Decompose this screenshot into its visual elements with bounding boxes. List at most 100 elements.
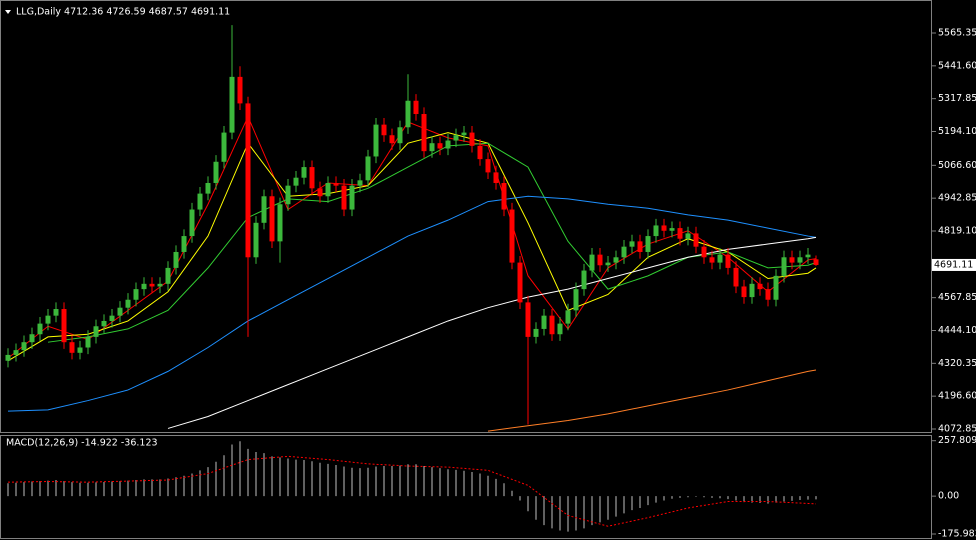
candle-body <box>205 183 211 194</box>
moving-average <box>7 132 817 362</box>
candle-body <box>685 233 691 239</box>
candle-body <box>613 257 619 263</box>
candle-body <box>237 76 243 104</box>
candle-body <box>37 323 43 335</box>
candle-body <box>165 267 171 284</box>
candle-body <box>413 100 419 115</box>
candle-body <box>749 283 755 298</box>
candle-body <box>693 233 699 247</box>
candle-body <box>669 228 675 231</box>
candle-body <box>285 185 291 205</box>
candle-body <box>549 315 555 335</box>
candle-body <box>429 143 435 152</box>
candle-body <box>485 159 491 173</box>
candle-body <box>117 307 123 316</box>
y-tick-label: 257.809 <box>938 435 976 446</box>
candle-body <box>725 254 731 268</box>
y-tick-label: 4320.35 <box>938 358 976 369</box>
candle-body <box>53 309 59 316</box>
y-tick-label: 4196.60 <box>938 391 976 402</box>
candle-body <box>733 267 739 287</box>
candle-body <box>85 336 91 348</box>
candle-body <box>445 140 451 149</box>
y-tick-label: 4819.10 <box>938 225 976 236</box>
moving-average <box>487 369 817 432</box>
candle-body <box>629 241 635 247</box>
candle-body <box>61 309 67 343</box>
candle-body <box>261 196 267 223</box>
candle-body <box>357 180 363 186</box>
candle-body <box>525 302 531 337</box>
candle-body <box>557 323 563 335</box>
candle-body <box>381 124 387 136</box>
candle-body <box>397 127 403 144</box>
moving-average <box>7 115 817 359</box>
moving-average <box>7 195 817 412</box>
candle-body <box>349 185 355 210</box>
candle-body <box>197 193 203 210</box>
candle-body <box>133 289 139 300</box>
candle-body <box>333 183 339 186</box>
candle-body <box>253 222 259 258</box>
chart-title: LLG,Daily 4712.36 4726.59 4687.57 4691.1… <box>16 7 230 18</box>
candle-body <box>437 143 443 149</box>
candle-body <box>661 225 667 231</box>
candle-body <box>509 209 515 263</box>
candle-body <box>293 177 299 186</box>
candle-body <box>589 254 595 271</box>
candle-body <box>69 342 75 353</box>
last-price-label: 4691.11 <box>934 259 973 270</box>
candle-body <box>805 254 811 258</box>
y-tick-label: 0.00 <box>938 491 959 502</box>
candle-body <box>245 103 251 258</box>
candle-body <box>797 257 803 263</box>
candle-body <box>469 132 475 146</box>
y-tick-label: 5441.60 <box>938 60 976 71</box>
dropdown-icon <box>5 10 11 14</box>
candle-body <box>653 225 659 237</box>
candle-body <box>645 236 651 252</box>
candle-body <box>229 76 235 133</box>
y-tick-label: 4567.85 <box>938 292 976 303</box>
candle-body <box>677 228 683 239</box>
candle-body <box>813 259 819 265</box>
candle-body <box>109 315 115 321</box>
candle-body <box>565 310 571 324</box>
candle-body <box>637 241 643 252</box>
candle-body <box>13 350 19 355</box>
candle-body <box>269 196 275 242</box>
last-price-box <box>932 258 976 271</box>
candle-body <box>221 132 227 162</box>
y-tick-label: 5194.10 <box>938 126 976 137</box>
macd-title: MACD(12,26,9) -14.922 -36.123 <box>6 438 158 449</box>
candle-body <box>101 320 107 327</box>
candle-body <box>709 257 715 263</box>
candle-body <box>493 172 499 184</box>
candle-body <box>365 156 371 181</box>
candle-body <box>141 283 147 290</box>
candle-body <box>77 347 83 353</box>
candle-body <box>701 246 707 258</box>
candle-body <box>317 188 323 197</box>
candle-body <box>93 326 99 337</box>
candle-body <box>301 167 307 178</box>
candle-body <box>717 254 723 263</box>
candle-body <box>757 283 763 290</box>
candle-body <box>29 334 35 343</box>
candle-body <box>781 257 787 276</box>
candle-body <box>453 135 459 141</box>
candle-body <box>789 257 795 263</box>
candle-body <box>125 299 131 308</box>
candle-body <box>405 100 411 128</box>
candle-body <box>541 315 547 329</box>
candle-body <box>573 289 579 311</box>
candle-body <box>765 289 771 300</box>
candle-body <box>309 167 315 189</box>
candle-body <box>461 132 467 136</box>
candle-body <box>149 283 155 287</box>
candle-body <box>373 124 379 157</box>
candle-body <box>389 135 395 144</box>
candle-body <box>213 161 219 184</box>
candle-body <box>597 254 603 266</box>
